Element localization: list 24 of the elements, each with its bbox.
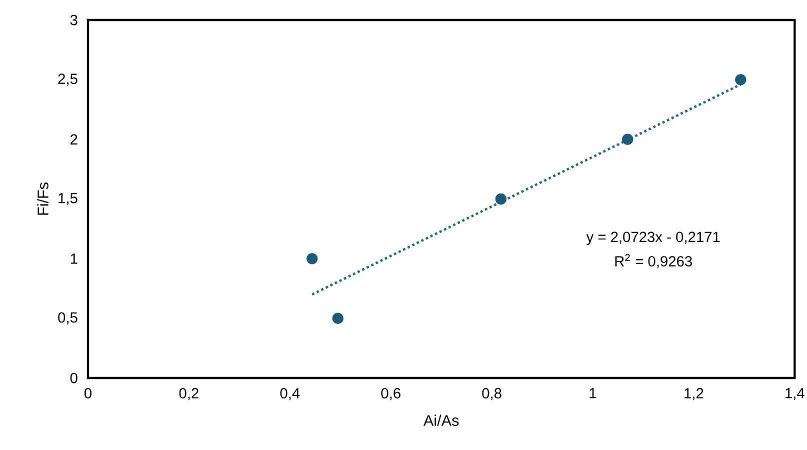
point	[622, 134, 634, 145]
x-tick-label: 0,2	[179, 388, 198, 400]
x-tick-label: 0,8	[482, 388, 502, 400]
annotation: R$^{2}$ = 0,9263	[615, 254, 692, 268]
y-tick-label: 1	[70, 254, 78, 264]
x-axis-title: Ai/As	[423, 414, 459, 426]
y-axis-title: Fi/Fs	[37, 182, 48, 215]
y-tick-label: 0,5	[58, 312, 78, 324]
annotation: y = 2,0723x - 0,2171	[586, 232, 720, 246]
x-tick-label: 0,4	[280, 388, 300, 400]
point	[332, 312, 344, 324]
x-tick-label: 0,6	[381, 388, 400, 400]
y-tick-label: 2,5	[58, 74, 78, 86]
x-tick-label: 1	[590, 388, 596, 398]
y-tick-label: 0	[70, 372, 78, 384]
x-tick-label: 1,2	[684, 388, 704, 400]
point	[735, 74, 746, 86]
x-tick-label: 0	[84, 388, 92, 398]
y-tick-label: 2	[70, 134, 78, 144]
point	[495, 193, 507, 205]
point	[306, 253, 318, 264]
y-tick-label: 1,5	[58, 193, 78, 205]
x-tick-label: 1,4	[786, 388, 804, 400]
y-tick-label: 3	[70, 14, 78, 26]
